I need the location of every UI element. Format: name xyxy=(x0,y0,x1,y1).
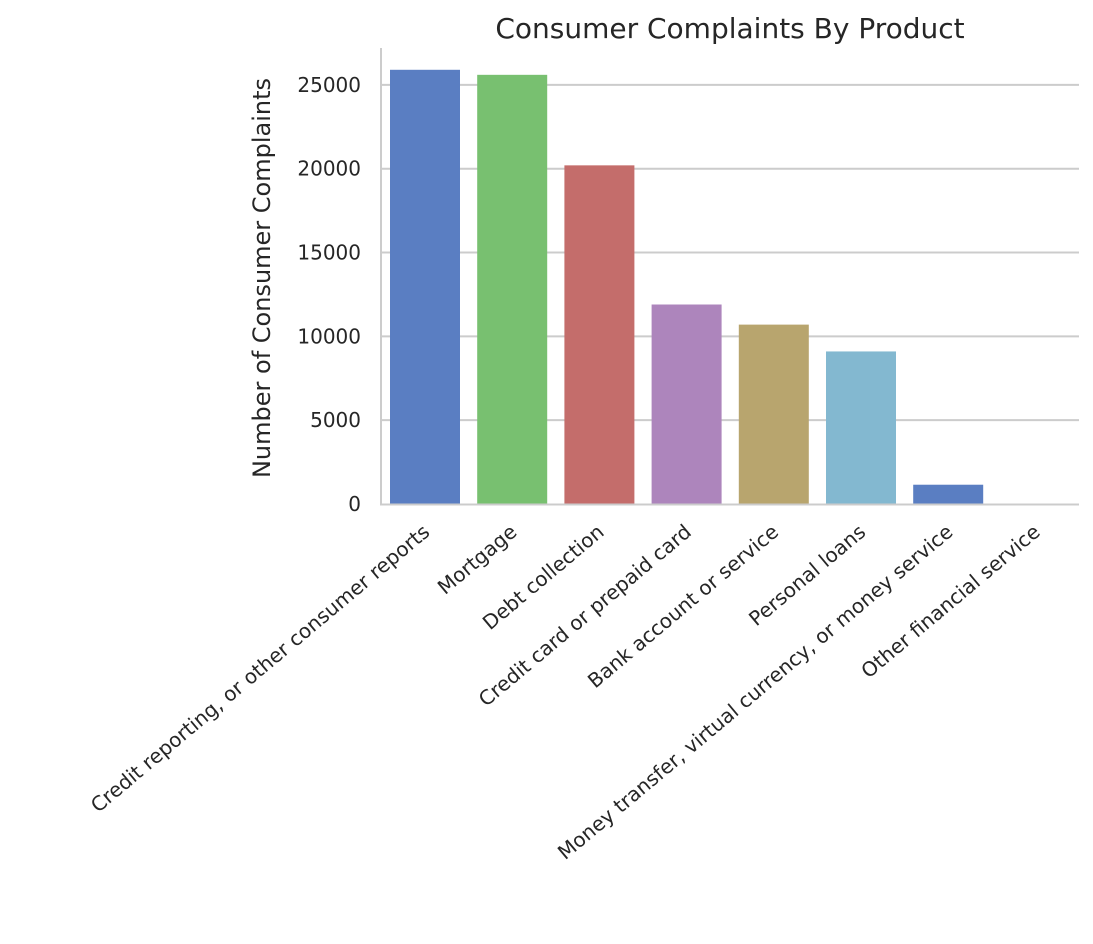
y-tick-label: 10000 xyxy=(297,324,361,348)
bar xyxy=(651,304,722,504)
x-tick-label: Other financial service xyxy=(856,519,1044,682)
bars xyxy=(390,69,1071,504)
x-tick-label: Credit reporting, or other consumer repo… xyxy=(86,519,434,817)
bar xyxy=(390,69,460,504)
y-tick-labels: 0 5000 10000 15000 20000 25000 xyxy=(297,73,361,516)
bar xyxy=(564,165,635,504)
x-tick-label: Money transfer, virtual currency, or mon… xyxy=(553,519,957,864)
bar xyxy=(913,484,984,504)
bar xyxy=(477,74,548,504)
chart-title: Consumer Complaints By Product xyxy=(495,12,964,45)
x-tick-labels: Credit reporting, or other consumer repo… xyxy=(86,519,1045,864)
y-tick-label: 25000 xyxy=(297,73,361,97)
bar xyxy=(738,324,809,504)
y-tick-label: 0 xyxy=(348,492,361,516)
y-tick-label: 20000 xyxy=(297,157,361,181)
x-tick-label: Mortgage xyxy=(433,519,522,599)
y-axis-label: Number of Consumer Complaints xyxy=(248,78,276,478)
y-tick-label: 5000 xyxy=(310,408,361,432)
bar xyxy=(826,351,896,504)
y-tick-label: 15000 xyxy=(297,241,361,265)
